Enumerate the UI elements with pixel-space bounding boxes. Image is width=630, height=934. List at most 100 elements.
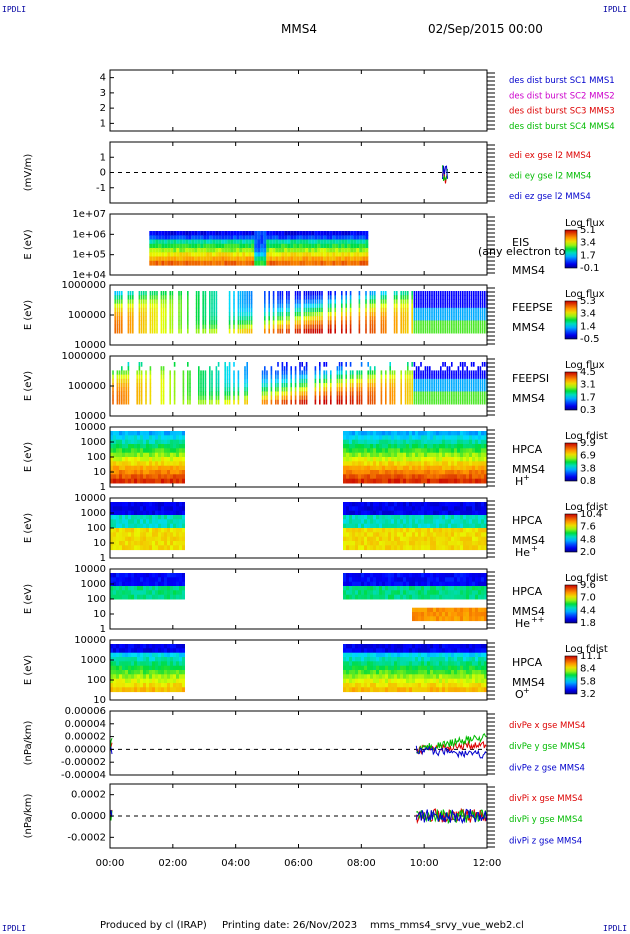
heat-cell [349, 541, 352, 546]
heat-cell [161, 536, 164, 542]
heat-cell [187, 395, 189, 401]
heat-cell [349, 573, 352, 578]
heat-cell [365, 299, 367, 305]
colorbar [564, 513, 578, 553]
heat-cell [391, 581, 394, 587]
heat-cell [454, 536, 457, 542]
heat-cell [198, 299, 200, 305]
heat-cell [373, 523, 376, 529]
heat-cell [481, 478, 484, 484]
heat-cell [406, 474, 409, 480]
heat-cell [400, 328, 402, 334]
heat-cell [215, 248, 219, 253]
heat-cell [478, 506, 481, 512]
heat-cell [385, 545, 388, 551]
heat-cell [299, 291, 301, 296]
heat-cell [451, 452, 454, 458]
heat-cell [162, 295, 165, 300]
heat-cell [227, 256, 231, 262]
heat-cell [346, 519, 349, 525]
heat-cell [209, 295, 211, 300]
heat-cell [379, 528, 382, 533]
heat-cell [426, 328, 429, 334]
heat-cell [448, 299, 451, 305]
heat-cell [180, 324, 182, 330]
heat-cell [293, 252, 297, 258]
heat-cell [143, 515, 146, 520]
heat-cell [484, 515, 487, 520]
heat-cell [218, 260, 222, 266]
heat-cell [457, 448, 460, 454]
heat-cell [288, 299, 290, 305]
colorbar-title: Log flux [565, 289, 605, 300]
heat-cell [440, 387, 442, 392]
heat-cell [345, 307, 347, 313]
heat-cell [131, 435, 134, 441]
heat-cell [424, 378, 427, 384]
heat-cell [131, 532, 134, 538]
heat-cell [402, 295, 405, 300]
heat-cell [228, 374, 231, 380]
heat-cell [131, 465, 134, 471]
heat-cell [176, 470, 179, 475]
heat-cell [264, 399, 266, 405]
heat-cell [415, 387, 418, 392]
heat-cell [169, 328, 171, 334]
heat-cell [143, 465, 146, 471]
heat-cell [155, 260, 159, 266]
heat-cell [197, 243, 201, 249]
heat-cell [191, 256, 195, 262]
heat-cell [454, 519, 457, 525]
heat-cell [155, 465, 158, 471]
heat-cell [484, 470, 487, 475]
heat-cell [442, 465, 445, 471]
heat-cell [466, 391, 468, 397]
heat-cell [246, 383, 248, 388]
heat-cell [391, 541, 394, 546]
heat-cell [308, 295, 310, 300]
heat-cell [385, 448, 388, 454]
heat-cell [296, 231, 300, 236]
heat-cell [155, 519, 158, 525]
heat-cell [358, 444, 361, 449]
heat-cell [179, 439, 182, 445]
heat-cell [323, 231, 327, 236]
heat-cell [407, 387, 409, 392]
heat-cell [470, 370, 473, 376]
heat-cell [122, 532, 125, 538]
heat-cell [167, 545, 170, 551]
heat-cell [146, 474, 149, 480]
heat-cell [182, 378, 185, 384]
heat-cell [182, 370, 185, 376]
heat-cell [431, 291, 433, 296]
heat-cell [297, 303, 299, 309]
heat-cell [463, 545, 466, 551]
heat-cell [484, 299, 486, 305]
heat-cell [429, 387, 431, 392]
heat-cell [400, 541, 403, 546]
heat-cell [335, 256, 339, 262]
heat-cell [389, 391, 391, 397]
heat-cell [364, 536, 367, 542]
heat-cell [125, 536, 128, 542]
heat-cell [327, 291, 330, 296]
heat-cell [418, 439, 421, 445]
heat-cell [305, 316, 308, 321]
heat-cell [321, 307, 323, 313]
heat-cell [370, 519, 373, 525]
heat-cell [382, 448, 385, 454]
heat-cell [301, 378, 303, 384]
heat-cell [233, 316, 235, 321]
heat-cell [189, 399, 191, 405]
heat-cell [125, 590, 128, 596]
heat-cell [404, 395, 407, 401]
heat-cell [211, 316, 213, 321]
heat-cell [182, 243, 186, 249]
heat-cell [394, 439, 397, 445]
heat-cell [239, 235, 243, 241]
heat-cell [237, 378, 240, 384]
heat-cell [352, 461, 355, 467]
heat-cell [257, 252, 261, 258]
heat-cell [311, 235, 315, 241]
heat-cell [161, 457, 164, 462]
